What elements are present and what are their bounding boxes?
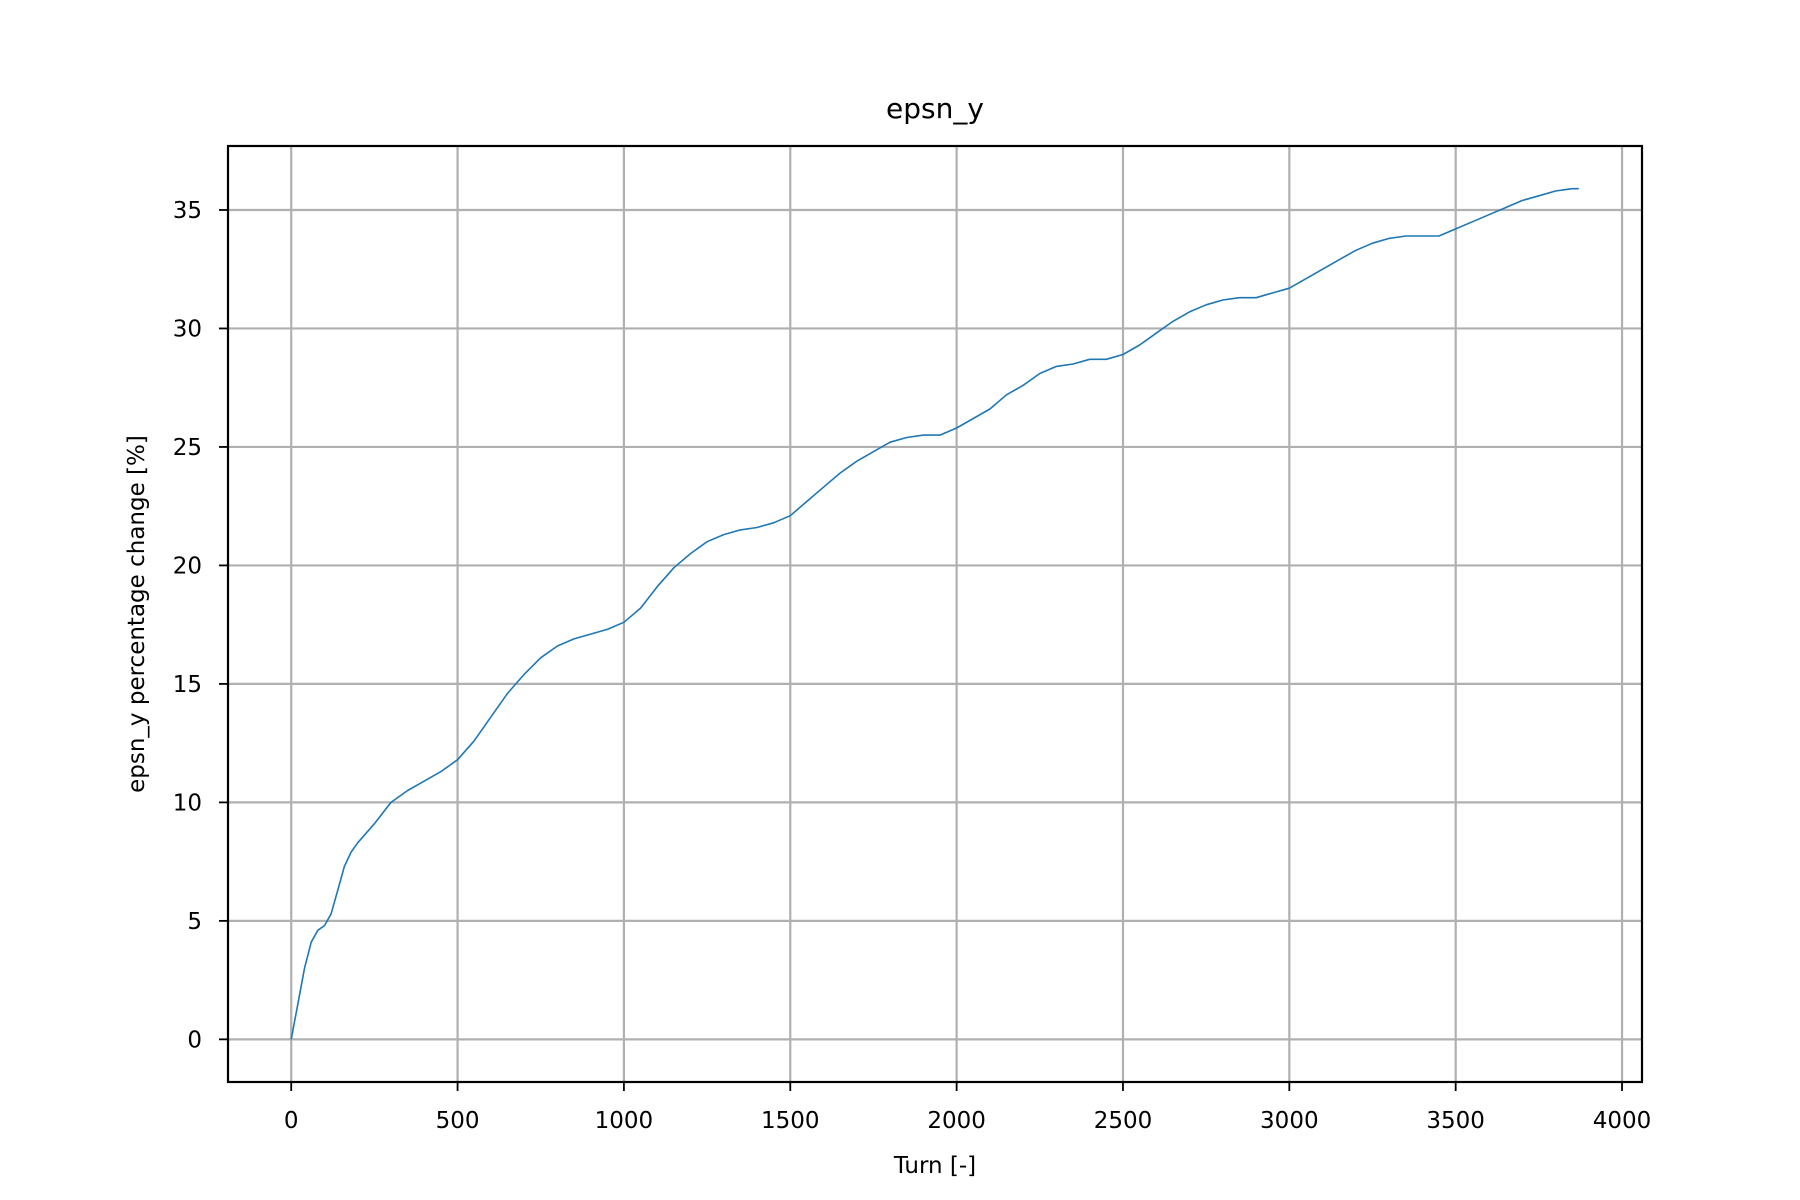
plot-frame [226, 144, 1644, 1084]
y-tick-label: 30 [173, 316, 202, 342]
x-tick-label: 0 [284, 1108, 299, 1134]
y-axis-label: epsn_y percentage change [%] [124, 435, 150, 793]
grid [228, 146, 1642, 1082]
x-tick-label: 3500 [1426, 1108, 1485, 1134]
x-tick-label: 1500 [761, 1108, 820, 1134]
series-layer [290, 187, 1579, 1040]
x-tick-label: 2000 [927, 1108, 986, 1134]
y-tick-label: 25 [173, 435, 202, 461]
y-tick-label: 20 [173, 553, 202, 579]
x-tick-label: 4000 [1593, 1108, 1652, 1134]
y-tick-label: 5 [187, 909, 202, 935]
ticks: 0 500 1000 1500 2000 2500 3000 3500 4000 0 5 10 15 20… [173, 198, 1652, 1134]
x-tick-label: 1000 [595, 1108, 654, 1134]
x-tick-label: 500 [436, 1108, 480, 1134]
x-tick-label: 2500 [1094, 1108, 1153, 1134]
y-tick-label: 35 [173, 198, 202, 224]
series-line [290, 187, 1579, 1040]
y-tick-label: 15 [173, 672, 202, 698]
y-tick-label: 10 [173, 790, 202, 816]
x-tick-label: 3000 [1260, 1108, 1319, 1134]
y-tick-label: 0 [187, 1027, 202, 1053]
chart-title: epsn_y [886, 92, 984, 125]
x-axis-label: Turn [-] [893, 1153, 976, 1179]
